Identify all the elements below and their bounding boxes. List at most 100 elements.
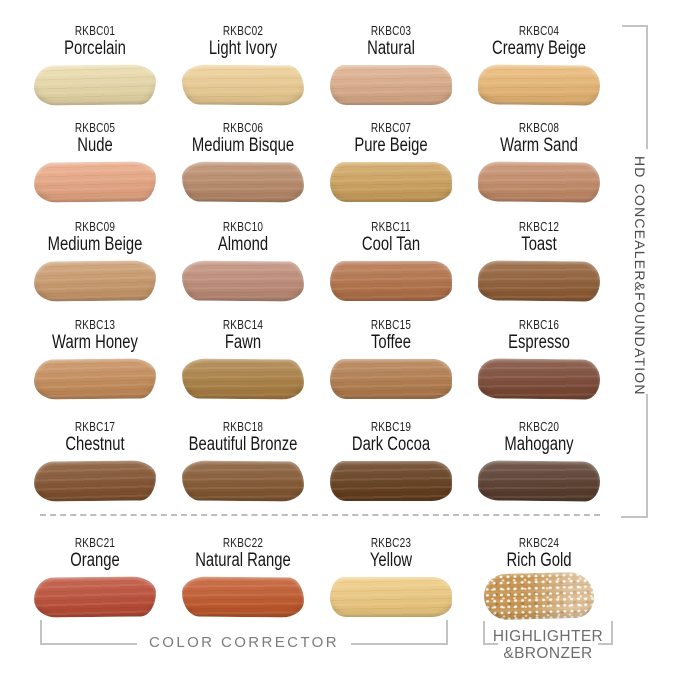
swatch-smear bbox=[33, 460, 157, 502]
highlighter-bracket-right-arm bbox=[598, 643, 613, 645]
shade-name: Warm Honey bbox=[52, 332, 138, 353]
swatch-smear bbox=[33, 358, 157, 400]
swatch-smear bbox=[483, 571, 595, 621]
shade-cell: RKBC19 Dark Cocoa bbox=[317, 420, 465, 501]
shade-code: RKBC22 bbox=[222, 536, 264, 550]
shade-cell: RKBC20 Mahogany bbox=[465, 420, 613, 502]
shade-code: RKBC12 bbox=[518, 220, 560, 234]
highlighter-bracket-right-tick bbox=[611, 621, 613, 645]
highlighter-bracket-left-tick bbox=[483, 621, 485, 645]
shade-code: RKBC02 bbox=[222, 24, 264, 38]
shade-name: Nude bbox=[77, 135, 113, 156]
shade-cell: RKBC12 Toast bbox=[465, 220, 613, 302]
right-bracket-upper-line bbox=[646, 25, 648, 149]
shade-name: Medium Bisque bbox=[191, 135, 295, 156]
highlighter-bronzer-label: HIGHLIGHTER &BRONZER bbox=[478, 628, 618, 662]
shade-name: Rich Gold bbox=[506, 550, 572, 571]
shade-cell: RKBC04 Creamy Beige bbox=[465, 24, 613, 106]
shade-code: RKBC14 bbox=[222, 318, 264, 332]
shade-cell: RKBC11 Cool Tan bbox=[317, 220, 465, 301]
shade-cell: RKBC06 Medium Bisque bbox=[169, 121, 317, 203]
shade-code: RKBC13 bbox=[74, 318, 116, 332]
shade-name: Dark Cocoa bbox=[351, 434, 431, 455]
shade-name: Cool Tan bbox=[361, 234, 421, 255]
shade-name: Toast bbox=[521, 234, 557, 255]
right-bracket-bottom-cap bbox=[621, 516, 648, 518]
shade-cell: RKBC01 Porcelain bbox=[21, 24, 169, 106]
shade-name: Medium Beige bbox=[47, 234, 143, 255]
shade-code: RKBC09 bbox=[74, 220, 116, 234]
swatch-smear bbox=[181, 576, 305, 618]
color-corrector-bracket-left-tick bbox=[40, 620, 42, 645]
shade-code: RKBC11 bbox=[371, 220, 411, 234]
shade-name: Toffee bbox=[370, 332, 412, 353]
highlighter-label-line1: HIGHLIGHTER bbox=[492, 628, 604, 645]
shade-cell: RKBC10 Almond bbox=[169, 220, 317, 302]
swatch-smear bbox=[330, 359, 452, 399]
shade-cell: RKBC24 Rich Gold bbox=[465, 536, 613, 621]
shade-code: RKBC24 bbox=[518, 536, 560, 550]
shade-code: RKBC05 bbox=[74, 121, 116, 135]
shade-cell: RKBC07 Pure Beige bbox=[317, 121, 465, 202]
shade-code: RKBC21 bbox=[74, 536, 116, 550]
right-bracket-top-cap bbox=[622, 25, 648, 27]
shade-code: RKBC20 bbox=[518, 420, 560, 434]
shade-cell: RKBC17 Chestnut bbox=[21, 420, 169, 502]
shade-name: Pure Beige bbox=[354, 135, 428, 156]
shade-code: RKBC01 bbox=[74, 24, 116, 38]
shade-cell: RKBC16 Espresso bbox=[465, 318, 613, 400]
swatch-smear bbox=[181, 161, 305, 203]
shade-code: RKBC07 bbox=[370, 121, 412, 135]
shade-cell: RKBC09 Medium Beige bbox=[21, 220, 169, 302]
shade-cell: RKBC02 Light Ivory bbox=[169, 24, 317, 106]
swatch-smear bbox=[33, 260, 157, 302]
swatch-smear bbox=[330, 461, 452, 501]
hd-concealer-foundation-label: HD CONCEALER&FOUNDATION bbox=[632, 156, 648, 396]
swatch-smear bbox=[181, 358, 305, 400]
shade-code: RKBC04 bbox=[518, 24, 560, 38]
shade-name: Natural bbox=[367, 38, 415, 59]
shade-cell: RKBC21 Orange bbox=[21, 536, 169, 618]
right-bracket-lower-line bbox=[646, 394, 648, 518]
shade-name: Porcelain bbox=[64, 38, 126, 59]
shade-name: Orange bbox=[70, 550, 120, 571]
swatch-smear bbox=[33, 576, 157, 618]
shade-cell: RKBC13 Warm Honey bbox=[21, 318, 169, 400]
shade-cell: RKBC15 Toffee bbox=[317, 318, 465, 399]
highlighter-label-line2: &BRONZER bbox=[503, 645, 593, 662]
swatch-smear bbox=[477, 358, 601, 400]
shade-name: Chestnut bbox=[65, 434, 125, 455]
shade-cell: RKBC14 Fawn bbox=[169, 318, 317, 400]
swatch-smear bbox=[330, 65, 452, 105]
shade-code: RKBC10 bbox=[222, 220, 264, 234]
shade-cell: RKBC08 Warm Sand bbox=[465, 121, 613, 203]
shade-code: RKBC15 bbox=[370, 318, 412, 332]
shade-cell: RKBC05 Nude bbox=[21, 121, 169, 203]
shade-code: RKBC08 bbox=[518, 121, 560, 135]
shade-code: RKBC16 bbox=[518, 318, 560, 332]
shade-code: RKBC23 bbox=[370, 536, 412, 550]
swatch-smear bbox=[181, 64, 305, 106]
shade-name: Natural Range bbox=[195, 550, 291, 571]
swatch-smear bbox=[330, 577, 452, 617]
shade-cell: RKBC23 Yellow bbox=[317, 536, 465, 617]
shade-name: Beautiful Bronze bbox=[188, 434, 298, 455]
shade-code: RKBC18 bbox=[222, 420, 264, 434]
swatch-smear bbox=[181, 460, 305, 502]
shade-cell: RKBC03 Natural bbox=[317, 24, 465, 105]
swatch-smear bbox=[33, 161, 157, 203]
shade-name: Light Ivory bbox=[208, 38, 278, 59]
shade-code: RKBC17 bbox=[74, 420, 116, 434]
swatch-smear bbox=[330, 162, 452, 202]
highlighter-bracket-left-arm bbox=[483, 643, 498, 645]
shade-code: RKBC19 bbox=[370, 420, 412, 434]
shade-cell: RKBC18 Beautiful Bronze bbox=[169, 420, 317, 502]
shade-code: RKBC03 bbox=[370, 24, 412, 38]
shade-name: Almond bbox=[217, 234, 269, 255]
swatch-grid: RKBC01 Porcelain RKBC02 Light Ivory RKBC03 Na… bbox=[21, 0, 613, 679]
shade-name: Creamy Beige bbox=[492, 38, 586, 59]
swatch-smear bbox=[477, 260, 601, 302]
swatch-smear bbox=[477, 64, 601, 106]
swatch-smear bbox=[33, 64, 157, 106]
